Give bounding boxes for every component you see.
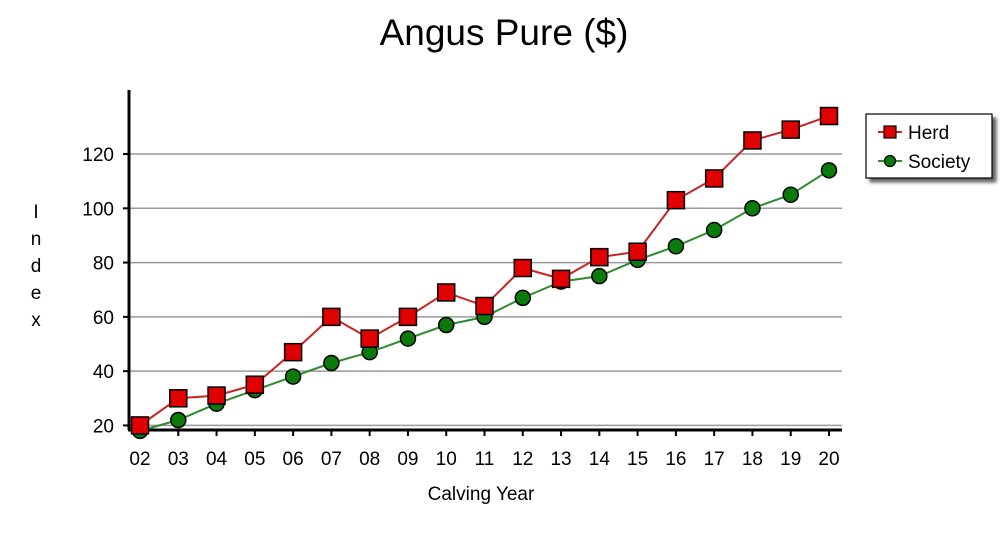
- point-society-19: [782, 186, 799, 203]
- point-society-17: [705, 221, 723, 239]
- y-tick-label-20: 20: [93, 416, 114, 437]
- y-axis-title-letter: x: [31, 310, 41, 331]
- x-tick-label-13: 13: [550, 449, 571, 470]
- x-tick-label-15: 15: [627, 449, 648, 470]
- legend: Herd Society: [865, 113, 993, 179]
- point-herd-16: [666, 190, 686, 210]
- point-society-14: [591, 267, 608, 285]
- point-herd-03: [169, 389, 188, 408]
- series: [130, 106, 839, 440]
- point-herd-15: [628, 242, 647, 261]
- point-herd-17: [704, 169, 724, 188]
- x-tick-label-07: 07: [321, 449, 342, 470]
- legend-marker-society: [883, 154, 897, 168]
- point-society-03: [170, 411, 187, 429]
- y-axis-title-letter: n: [31, 229, 42, 250]
- point-herd-06: [283, 342, 303, 362]
- x-tick-label-17: 17: [704, 449, 725, 470]
- series-line-herd: [139, 115, 830, 427]
- point-society-12: [514, 289, 532, 307]
- y-tick-label-100: 100: [82, 199, 114, 220]
- legend-box: [865, 113, 993, 179]
- y-tick-label-120: 120: [82, 145, 114, 166]
- y-axis-title-letter: d: [31, 256, 42, 277]
- x-axis-title: Calving Year: [428, 484, 535, 505]
- x-tick-label-09: 09: [397, 449, 418, 470]
- point-society-06: [284, 368, 302, 385]
- legend-label-herd: Herd: [908, 123, 949, 144]
- series-herd: [130, 106, 839, 435]
- legend-label-society: Society: [908, 152, 971, 173]
- axes: [127, 90, 842, 432]
- x-tick-label-12: 12: [512, 449, 533, 470]
- y-axis-title-letter: e: [31, 283, 42, 304]
- point-herd-09: [398, 307, 418, 327]
- point-society-16: [667, 238, 685, 255]
- x-tick-labels: 02 03 04 05 06 07 08 09 10 11 12 13 14 15 16 17 18 19 20: [129, 430, 840, 470]
- point-herd-02: [130, 416, 150, 435]
- x-tick-label-19: 19: [780, 449, 801, 470]
- point-society-09: [399, 330, 417, 347]
- x-tick-label-20: 20: [818, 449, 839, 470]
- y-tick-labels: 20 40 60 80 100 120: [82, 145, 114, 437]
- x-tick-label-08: 08: [359, 449, 380, 470]
- point-society-20: [820, 162, 838, 179]
- x-tick-label-10: 10: [436, 449, 457, 470]
- y-tick-label-60: 60: [93, 308, 114, 329]
- point-herd-19: [781, 120, 800, 139]
- point-herd-20: [819, 106, 839, 126]
- point-herd-04: [207, 386, 226, 405]
- x-tick-label-05: 05: [244, 449, 265, 470]
- legend-marker-herd: [883, 125, 897, 139]
- point-herd-14: [590, 247, 609, 267]
- x-tick-label-14: 14: [589, 449, 611, 470]
- x-tick-label-11: 11: [475, 449, 495, 470]
- x-tick-label-16: 16: [665, 449, 686, 470]
- chart-title: Angus Pure ($): [379, 12, 629, 53]
- y-tick-label-40: 40: [93, 362, 114, 383]
- y-axis-title-letter: I: [33, 202, 38, 223]
- point-herd-11: [475, 296, 494, 316]
- gridlines: [123, 153, 842, 427]
- point-herd-10: [436, 283, 456, 302]
- point-herd-08: [360, 329, 379, 348]
- point-herd-05: [245, 375, 265, 394]
- x-tick-label-04: 04: [206, 449, 228, 470]
- point-society-10: [437, 316, 455, 334]
- y-tick-label-80: 80: [93, 254, 114, 275]
- point-society-18: [744, 200, 761, 217]
- x-tick-label-03: 03: [168, 449, 189, 470]
- point-herd-18: [743, 131, 762, 150]
- x-tick-label-18: 18: [742, 449, 763, 470]
- point-herd-12: [513, 258, 533, 278]
- x-tick-label-06: 06: [283, 449, 304, 470]
- point-society-07: [323, 354, 340, 372]
- point-herd-07: [322, 307, 341, 327]
- point-herd-13: [551, 269, 571, 289]
- x-tick-label-02: 02: [129, 449, 150, 470]
